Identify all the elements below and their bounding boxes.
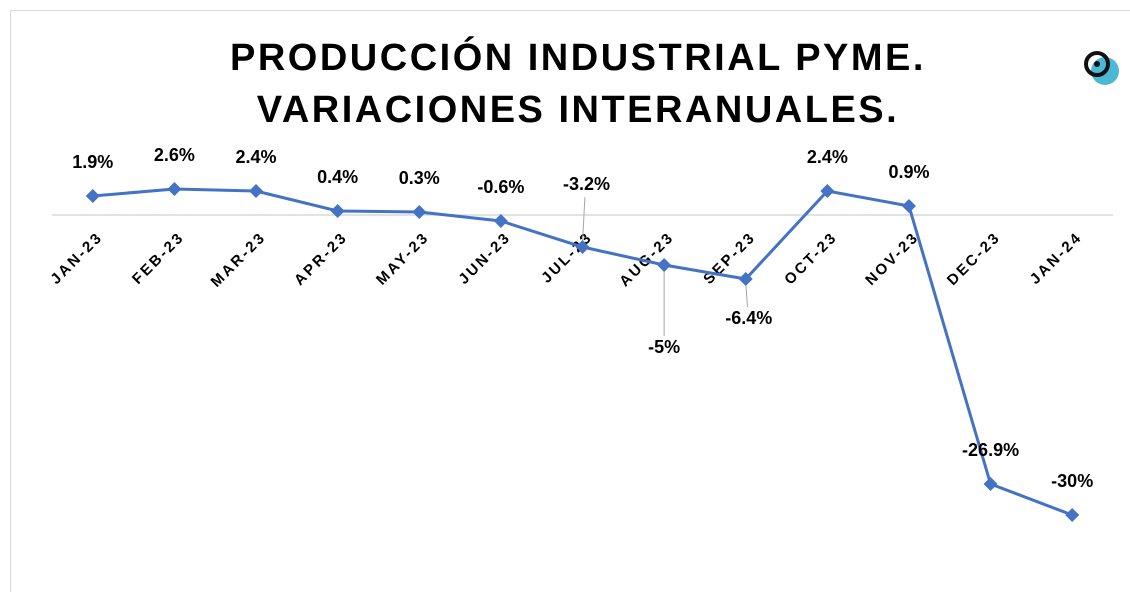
x-tick-label: JAN-24 [1027,229,1086,288]
data-label: -3.2% [563,174,610,194]
data-label: 2.6% [154,145,195,165]
chart-title: PRODUCCIÓN INDUSTRIAL PYME. [230,35,926,79]
data-label: 1.9% [72,152,113,172]
chart-title: VARIACIONES INTERANUALES. [257,89,899,131]
logo [1084,51,1119,85]
data-label: -6.4% [725,308,772,328]
leader-line [745,282,749,308]
data-label: 0.9% [888,162,929,182]
x-tick-label: AUG-23 [616,229,678,291]
marker [249,184,264,198]
x-tick-label: JUN-23 [455,229,514,288]
marker [167,182,182,196]
marker [657,258,672,272]
data-label: 2.4% [807,147,848,167]
marker [412,205,427,219]
marker [901,199,916,213]
marker [738,272,753,286]
x-tick-label: JAN-23 [47,229,106,288]
marker [983,477,998,491]
x-tick-label: FEB-23 [129,229,188,288]
data-label: -26.9% [962,440,1019,460]
x-tick-label: JUL-23 [538,229,596,287]
data-label: 0.4% [317,167,358,187]
x-tick-label: DEC-23 [944,229,1004,289]
marker [85,189,100,203]
x-tick-label: OCT-23 [781,229,841,289]
marker [575,240,590,254]
leader-line [582,196,586,244]
data-label: -30% [1051,471,1093,491]
marker [493,214,508,228]
marker [330,204,345,218]
marker [820,184,835,198]
data-label: -5% [648,337,680,357]
x-tick-label: MAY-23 [373,229,433,289]
marker [1065,508,1080,522]
data-label: 2.4% [236,147,277,167]
x-tick-label: MAR-23 [208,229,270,291]
x-tick-label: APR-23 [291,229,351,289]
x-tick-label: NOV-23 [862,229,922,289]
data-label: 0.3% [399,168,440,188]
data-label: -0.6% [477,177,524,197]
